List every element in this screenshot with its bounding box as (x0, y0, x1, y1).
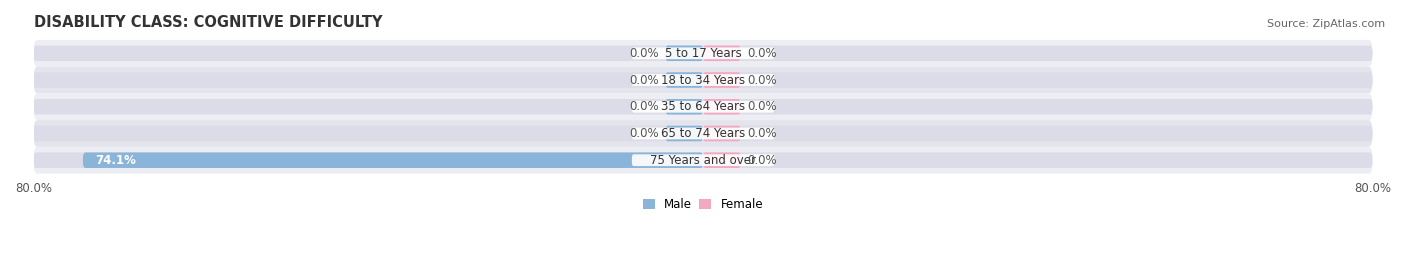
FancyBboxPatch shape (631, 128, 775, 139)
Text: 0.0%: 0.0% (748, 127, 778, 140)
Text: 0.0%: 0.0% (748, 47, 778, 60)
FancyBboxPatch shape (703, 152, 741, 168)
FancyBboxPatch shape (34, 46, 1372, 61)
Text: 0.0%: 0.0% (628, 73, 658, 87)
FancyBboxPatch shape (34, 93, 1372, 120)
FancyBboxPatch shape (34, 152, 1372, 168)
Text: 35 to 64 Years: 35 to 64 Years (661, 100, 745, 113)
Text: 0.0%: 0.0% (748, 73, 778, 87)
FancyBboxPatch shape (34, 147, 1372, 174)
FancyBboxPatch shape (631, 74, 775, 86)
FancyBboxPatch shape (665, 46, 703, 61)
FancyBboxPatch shape (665, 72, 703, 88)
Text: 0.0%: 0.0% (748, 154, 778, 167)
Text: 5 to 17 Years: 5 to 17 Years (665, 47, 741, 60)
FancyBboxPatch shape (631, 47, 775, 59)
Text: 0.0%: 0.0% (628, 47, 658, 60)
FancyBboxPatch shape (703, 46, 741, 61)
FancyBboxPatch shape (703, 72, 741, 88)
FancyBboxPatch shape (703, 126, 741, 141)
FancyBboxPatch shape (83, 152, 703, 168)
Text: 0.0%: 0.0% (748, 100, 778, 113)
Text: 65 to 74 Years: 65 to 74 Years (661, 127, 745, 140)
FancyBboxPatch shape (665, 126, 703, 141)
FancyBboxPatch shape (631, 101, 775, 113)
Text: 74.1%: 74.1% (96, 154, 136, 167)
FancyBboxPatch shape (703, 99, 741, 114)
FancyBboxPatch shape (34, 67, 1372, 93)
Text: 0.0%: 0.0% (628, 100, 658, 113)
Text: DISABILITY CLASS: COGNITIVE DIFFICULTY: DISABILITY CLASS: COGNITIVE DIFFICULTY (34, 15, 382, 30)
Text: Source: ZipAtlas.com: Source: ZipAtlas.com (1267, 19, 1385, 29)
FancyBboxPatch shape (34, 126, 1372, 141)
Legend: Male, Female: Male, Female (638, 193, 768, 216)
FancyBboxPatch shape (631, 154, 775, 166)
FancyBboxPatch shape (34, 40, 1372, 67)
FancyBboxPatch shape (665, 99, 703, 114)
Text: 75 Years and over: 75 Years and over (650, 154, 756, 167)
Text: 0.0%: 0.0% (628, 127, 658, 140)
FancyBboxPatch shape (34, 120, 1372, 147)
Text: 18 to 34 Years: 18 to 34 Years (661, 73, 745, 87)
FancyBboxPatch shape (34, 72, 1372, 88)
FancyBboxPatch shape (34, 99, 1372, 114)
